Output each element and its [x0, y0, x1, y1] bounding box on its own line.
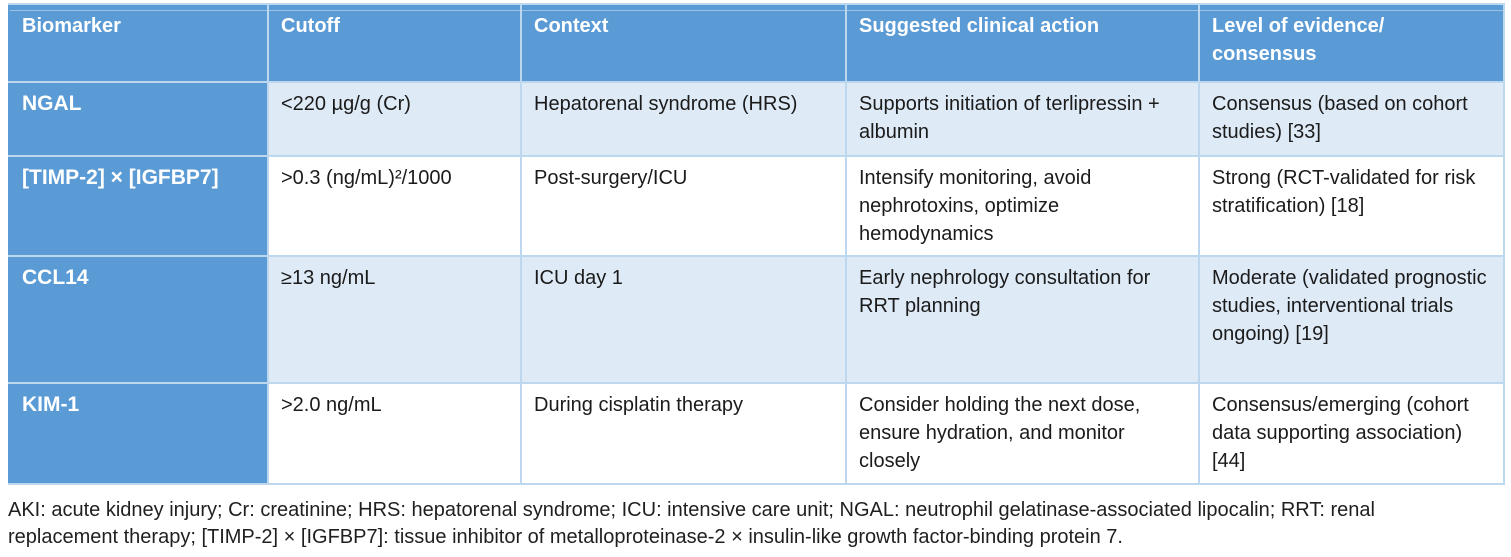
- table-row: [TIMP-2] × [IGFBP7] >0.3 (ng/mL)²/1000 P…: [8, 155, 1505, 257]
- column-header-evidence: Level of evidence/​consensus: [1198, 3, 1505, 83]
- action-cell: Early nephrology consultation for RRT pl…: [845, 255, 1200, 384]
- header-row: Biomarker Cutoff Context Suggested clini…: [8, 3, 1505, 83]
- table-row: KIM-1 >2.0 ng/mL During cisplatin therap…: [8, 382, 1505, 485]
- cutoff-cell: >0.3 (ng/mL)²/1000: [267, 155, 522, 257]
- biomarker-cell: [TIMP-2] × [IGFBP7]: [8, 155, 269, 257]
- cutoff-cell: ≥13 ng/mL: [267, 255, 522, 384]
- evidence-cell: Strong (RCT-validated for risk stratific…: [1198, 155, 1505, 257]
- table-row: CCL14 ≥13 ng/mL ICU day 1 Early nephrolo…: [8, 255, 1505, 384]
- action-cell: Supports initiation of terlipressin + al…: [845, 81, 1200, 157]
- context-cell: During cisplatin therapy: [520, 382, 847, 485]
- abbreviations-footnote: AKI: acute kidney injury; Cr: creatinine…: [8, 499, 1375, 548]
- action-cell: Consider holding the next dose, ensure h…: [845, 382, 1200, 485]
- context-cell: ICU day 1: [520, 255, 847, 384]
- column-header-biomarker: Biomarker: [8, 3, 269, 83]
- column-header-action: Suggested clinical action: [845, 3, 1200, 83]
- evidence-cell: Moderate (validated prognostic studies, …: [1198, 255, 1505, 384]
- column-header-cutoff: Cutoff: [267, 3, 522, 83]
- evidence-cell: Consensus (based on cohort studies) [33]: [1198, 81, 1505, 157]
- action-cell: Intensify monitoring, avoid nephrotoxins…: [845, 155, 1200, 257]
- table-row: NGAL <220 µg/g (Cr) Hepatorenal syndrome…: [8, 81, 1505, 157]
- context-cell: Post-surgery/ICU: [520, 155, 847, 257]
- cutoff-cell: <220 µg/g (Cr): [267, 81, 522, 157]
- biomarker-cell: KIM-1: [8, 382, 269, 485]
- biomarker-cell: CCL14: [8, 255, 269, 384]
- biomarker-cell: NGAL: [8, 81, 269, 157]
- column-header-context: Context: [520, 3, 847, 83]
- evidence-cell: Consensus/emerging (cohort data supporti…: [1198, 382, 1505, 485]
- cutoff-cell: >2.0 ng/mL: [267, 382, 522, 485]
- context-cell: Hepatorenal syndrome (HRS): [520, 81, 847, 157]
- biomarker-table: Biomarker Cutoff Context Suggested clini…: [8, 3, 1505, 485]
